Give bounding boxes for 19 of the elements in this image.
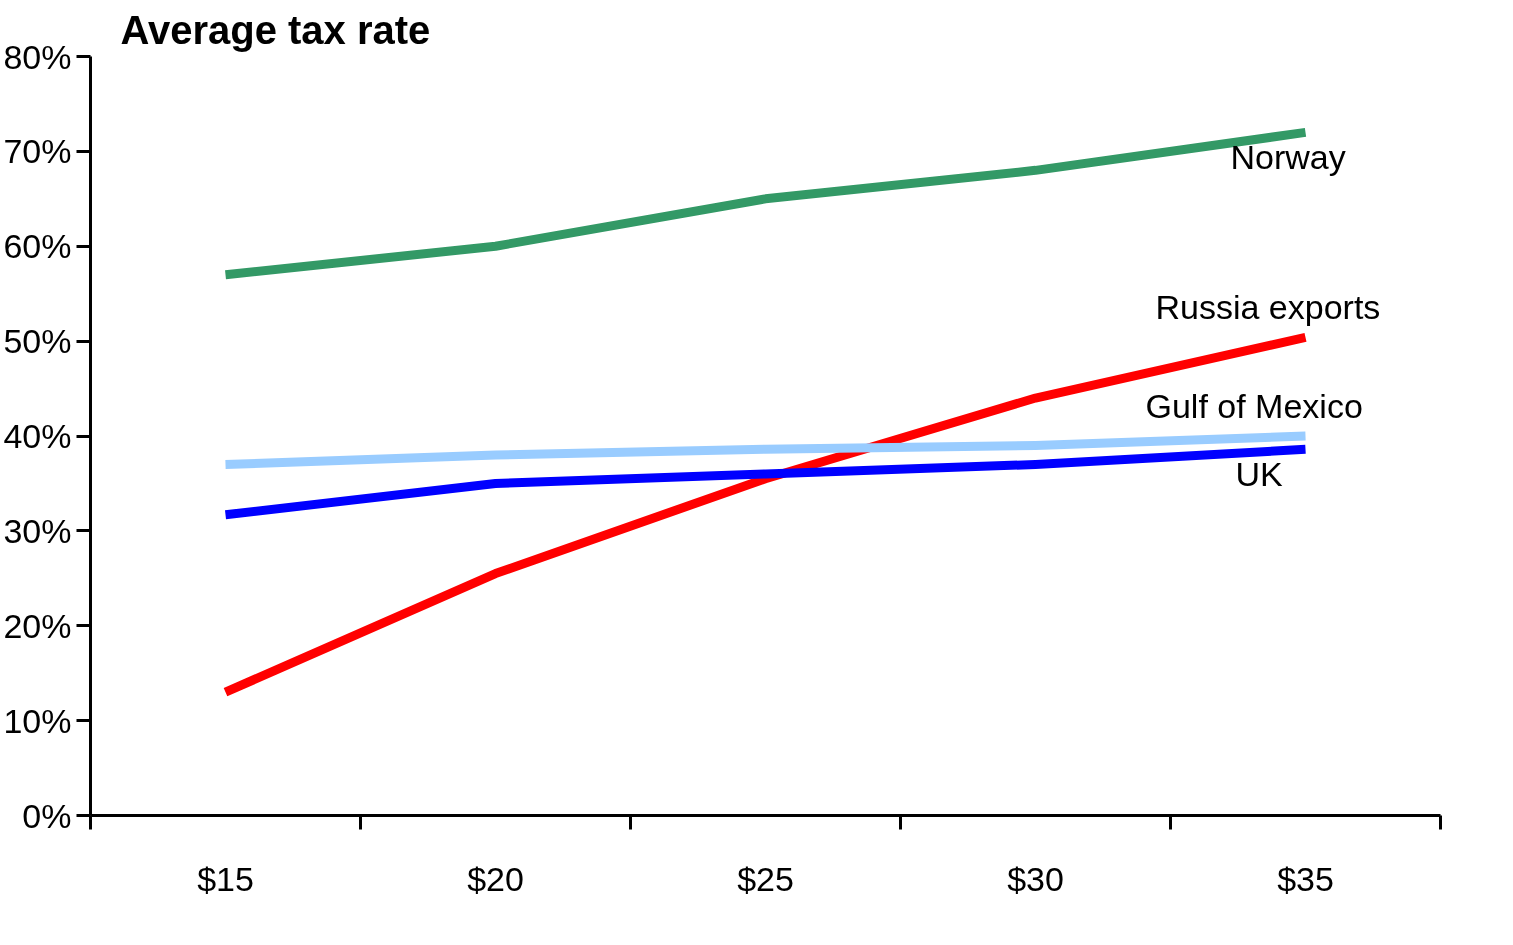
y-tick-label: 10%	[3, 701, 72, 740]
x-tick-label: $25	[737, 859, 794, 898]
y-tick-label: 80%	[3, 37, 72, 76]
y-tick-label: 40%	[3, 417, 72, 455]
x-tick-label: $30	[1007, 859, 1064, 898]
x-tick-label: $20	[467, 859, 524, 898]
y-tick-label: 20%	[3, 606, 72, 645]
x-tick-label: $35	[1277, 859, 1334, 898]
x-tick-label: $15	[197, 859, 254, 898]
y-tick-label: 60%	[3, 227, 72, 266]
series-label: Norway	[1230, 138, 1346, 177]
y-tick-label: 0%	[22, 796, 72, 835]
series-label: Russia exports	[1155, 288, 1381, 327]
y-tick-label: 30%	[3, 511, 72, 550]
chart-title: Average tax rate	[120, 7, 431, 52]
series-label: UK	[1235, 455, 1284, 494]
y-tick-label: 70%	[3, 132, 72, 171]
series-label: Gulf of Mexico	[1145, 387, 1363, 425]
y-tick-label: 50%	[3, 322, 72, 361]
